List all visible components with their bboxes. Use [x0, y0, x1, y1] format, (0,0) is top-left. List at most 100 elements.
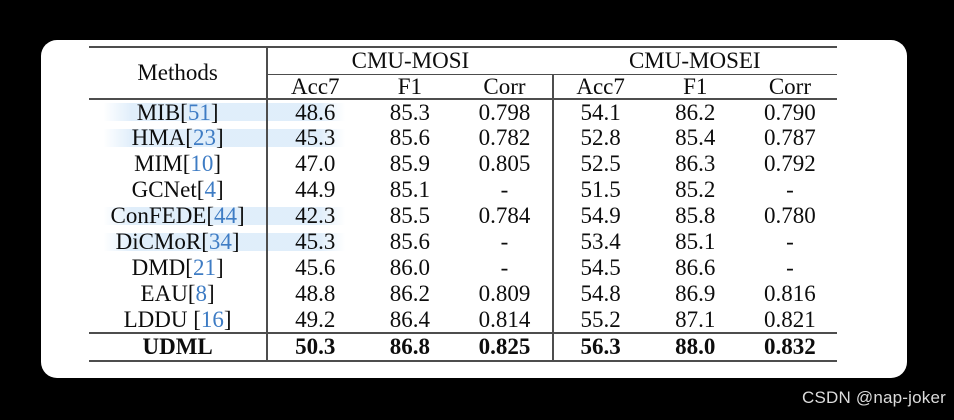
- table-row: EAU[8] 48.8 86.2 0.809 54.8 86.9 0.816: [89, 280, 837, 307]
- value-cell: 45.6: [295, 255, 336, 280]
- method-cell: GCNet[4]: [89, 176, 269, 203]
- value-cell: 56.3: [552, 331, 648, 361]
- table-row: MIM[10] 47.0 85.9 0.805 52.5 86.3 0.792: [89, 150, 837, 177]
- citation-bracket: [: [193, 306, 201, 332]
- method-cell: MIM[10]: [89, 150, 269, 177]
- value-cell: 88.0: [647, 331, 743, 361]
- value-cell: 86.6: [675, 255, 716, 280]
- value-cell: 0.792: [764, 151, 816, 176]
- value-cell: 44.9: [295, 177, 336, 202]
- value-cell: -: [786, 255, 794, 280]
- value-cell: -: [457, 254, 554, 281]
- value-cell: 54.1: [580, 99, 621, 125]
- value-cell: 0.780: [764, 203, 816, 228]
- citation-link[interactable]: 23: [192, 125, 216, 150]
- citation-link[interactable]: 16: [200, 306, 224, 332]
- table-row: DiCMoR[34] 45.3 85.6 - 53.4 85.1 -: [89, 228, 837, 255]
- value-cell: 85.8: [675, 203, 716, 228]
- method-cell: UDML: [89, 331, 269, 361]
- value-cell: 85.2: [675, 177, 716, 202]
- citation-link[interactable]: 8: [195, 281, 208, 306]
- value-cell: 0.790: [764, 99, 816, 125]
- citation-bracket: ]: [215, 177, 224, 202]
- value-cell: 45.3: [267, 228, 363, 255]
- method-cell: DiCMoR[34]: [89, 228, 269, 255]
- value-cell: 49.2: [295, 306, 336, 332]
- value-cell: 86.3: [675, 151, 716, 176]
- col-header-mosei-corr: Corr: [742, 74, 837, 100]
- value-cell: 86.4: [389, 306, 430, 332]
- citation-bracket: [: [180, 99, 188, 125]
- group-header-cmu-mosi: CMU-MOSI: [267, 47, 553, 75]
- value-cell: 87.1: [675, 306, 716, 332]
- value-cell: 55.2: [580, 306, 621, 332]
- value-cell: 0.816: [764, 281, 816, 306]
- value-cell: -: [457, 228, 554, 255]
- value-cell: 0.782: [457, 124, 554, 151]
- value-cell: 0.814: [457, 306, 554, 333]
- citation-bracket: ]: [237, 203, 245, 228]
- citation-link[interactable]: 51: [187, 99, 211, 125]
- value-cell: 52.8: [580, 125, 621, 150]
- value-cell: 48.8: [295, 281, 336, 306]
- value-cell: 0.809: [457, 280, 554, 307]
- citation-link[interactable]: 10: [190, 151, 214, 176]
- table-row: LDDU [16] 49.2 86.4 0.814 55.2 87.1 0.82…: [89, 306, 837, 333]
- value-cell: -: [457, 176, 554, 203]
- method-name: ConFEDE: [110, 203, 207, 228]
- method-name: GCNet: [131, 177, 197, 202]
- csdn-watermark: CSDN @nap-joker: [801, 388, 946, 407]
- citation-bracket: [: [187, 281, 196, 306]
- method-name: LDDU: [123, 306, 194, 332]
- col-header-mosei-acc7: Acc7: [552, 74, 648, 100]
- citation-link[interactable]: 34: [208, 229, 232, 254]
- value-cell: 0.832: [742, 331, 837, 361]
- col-header-mosi-acc7: Acc7: [267, 74, 363, 100]
- method-name: DiCMoR: [115, 229, 202, 254]
- value-cell: 86.9: [675, 281, 716, 306]
- value-cell: 45.3: [267, 124, 363, 151]
- citation-bracket: ]: [215, 125, 224, 150]
- value-cell: 86.0: [389, 255, 430, 280]
- citation-bracket: [: [206, 203, 215, 228]
- method-cell: DMD[21]: [89, 254, 269, 281]
- methods-header: Methods: [89, 47, 269, 100]
- value-cell: 85.4: [675, 125, 716, 150]
- value-cell: -: [786, 229, 794, 254]
- value-cell: 86.8: [362, 331, 458, 361]
- value-cell: 86.2: [675, 99, 716, 125]
- col-header-mosi-corr: Corr: [457, 74, 554, 100]
- method-name: DMD: [131, 255, 186, 280]
- value-cell: 54.5: [580, 255, 621, 280]
- value-cell: 54.8: [580, 281, 621, 306]
- value-cell: 85.9: [389, 151, 430, 176]
- citation-link[interactable]: 21: [192, 255, 216, 280]
- value-cell: 85.6: [389, 125, 430, 150]
- value-cell: 86.2: [389, 281, 430, 306]
- value-cell: 51.5: [580, 177, 621, 202]
- value-cell: 85.3: [389, 99, 430, 125]
- group-header-cmu-mosei: CMU-MOSEI: [552, 47, 837, 75]
- value-cell: 85.1: [389, 177, 430, 202]
- citation-link[interactable]: 4: [204, 177, 216, 202]
- value-cell: 0.784: [457, 202, 554, 229]
- value-cell: 47.0: [295, 151, 336, 176]
- method-cell: HMA[23]: [89, 124, 269, 151]
- method-name: MIB: [136, 99, 181, 125]
- col-header-mosi-f1: F1: [362, 74, 458, 100]
- table-row: MIB[51] 48.6 85.3 0.798 54.1 86.2 0.790: [89, 98, 837, 125]
- results-table: Methods CMU-MOSI CMU-MOSEI Acc7 F1 Corr …: [89, 46, 837, 362]
- table-row: GCNet[4] 44.9 85.1 - 51.5 85.2 -: [89, 176, 837, 203]
- method-cell: LDDU [16]: [89, 306, 269, 333]
- table-row: HMA[23] 45.3 85.6 0.782 52.8 85.4 0.787: [89, 124, 837, 151]
- value-cell: 0.805: [457, 150, 554, 177]
- citation-bracket: [: [201, 229, 209, 254]
- method-cell: EAU[8]: [89, 280, 269, 307]
- citation-link[interactable]: 44: [214, 203, 238, 228]
- value-cell: 0.787: [764, 125, 816, 150]
- method-name: HMA: [131, 125, 186, 150]
- group-header-row: Methods CMU-MOSI CMU-MOSEI: [89, 47, 837, 100]
- value-cell: 85.6: [389, 229, 430, 254]
- table-row: ConFEDE[44] 42.3 85.5 0.784 54.9 85.8 0.…: [89, 202, 837, 229]
- value-cell: 50.3: [267, 331, 363, 361]
